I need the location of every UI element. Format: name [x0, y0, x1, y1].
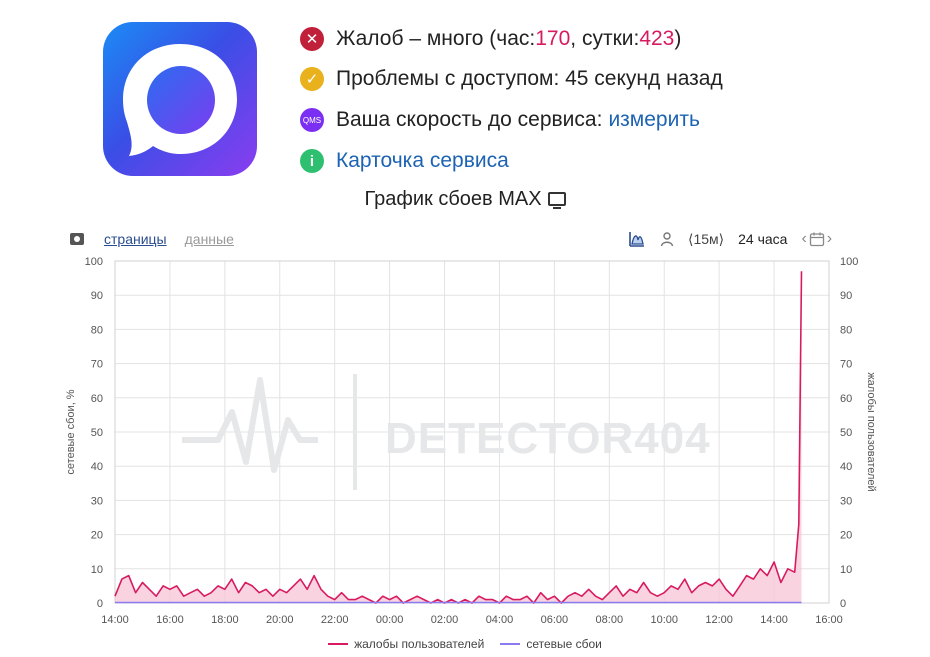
camera-icon[interactable] — [70, 233, 84, 245]
y-tick-label-right: 90 — [840, 290, 852, 302]
graph-title-text: График сбоев MAX — [364, 188, 542, 210]
complaints-prefix: Жалоб – много (час: — [336, 27, 536, 50]
tab-pages[interactable]: страницы — [104, 231, 167, 247]
legend-network-swatch — [500, 643, 521, 645]
watermark-text: DETECTOR404 — [385, 414, 711, 463]
y-tick-label-left: 100 — [85, 256, 103, 268]
x-tick-label: 14:00 — [101, 614, 129, 626]
x-tick-label: 04:00 — [486, 614, 514, 626]
info-circle-icon: i — [300, 149, 324, 173]
complaints-day-value: 423 — [639, 27, 675, 50]
area-chart-icon[interactable] — [628, 230, 646, 248]
app-logo — [103, 22, 257, 176]
y-tick-label-left: 0 — [97, 598, 103, 610]
close-circle-icon: ✕ — [300, 27, 324, 51]
speed-label: Ваша скорость до сервиса: — [336, 108, 603, 131]
x-tick-label: 10:00 — [650, 614, 678, 626]
y-axis-right-label: жалобы пользователей — [865, 372, 877, 491]
service-card-link[interactable]: Карточка сервиса — [336, 149, 509, 172]
y-tick-label-left: 90 — [91, 290, 103, 302]
y-tick-label-left: 30 — [91, 495, 103, 507]
y-tick-label-left: 40 — [91, 461, 103, 473]
x-tick-label: 16:00 — [156, 614, 184, 626]
tab-data[interactable]: данные — [184, 231, 234, 247]
monitor-icon[interactable] — [547, 192, 566, 209]
chart-axes: 0 0 10 10 20 20 30 30 40 40 50 50 60 60 70 70 80 80 90 90 10… — [85, 256, 859, 626]
check-circle-icon: ✓ — [300, 67, 324, 91]
legend-network-label: сетевые сбои — [526, 637, 602, 651]
y-tick-label-right: 30 — [840, 495, 852, 507]
chart-toolbar-right: ⟨15м⟩ 24 часа ‹ › — [628, 230, 832, 248]
measure-speed-link[interactable]: измерить — [608, 108, 700, 131]
complaints-suffix: ) — [674, 27, 682, 50]
complaints-line — [114, 271, 803, 604]
calendar-icon[interactable] — [809, 231, 825, 247]
access-status: ✓ Проблемы с доступом: 45 секунд назад — [300, 62, 723, 96]
y-tick-label-right: 10 — [840, 564, 852, 576]
interval-15m-button[interactable]: ⟨15м⟩ — [688, 230, 725, 247]
complaints-hour-value: 170 — [535, 27, 571, 50]
x-tick-label: 20:00 — [266, 614, 294, 626]
chart-legend: жалобы пользователей сетевые сбои — [0, 637, 930, 651]
y-tick-label-right: 60 — [840, 393, 852, 405]
graph-title: График сбоев MAX — [0, 188, 930, 211]
y-tick-label-left: 10 — [91, 564, 103, 576]
y-tick-label-left: 70 — [91, 359, 103, 371]
y-tick-label-left: 60 — [91, 393, 103, 405]
user-icon[interactable] — [660, 231, 674, 247]
y-tick-label-right: 50 — [840, 427, 852, 439]
service-card-row: i Карточка сервиса — [300, 144, 509, 178]
x-tick-label: 18:00 — [211, 614, 239, 626]
speed-status: QMS Ваша скорость до сервиса: измерить — [300, 103, 700, 137]
x-tick-label: 14:00 — [760, 614, 788, 626]
x-tick-label: 16:00 — [815, 614, 843, 626]
chart-toolbar-left: страницы данные — [70, 231, 234, 247]
y-tick-label-left: 80 — [91, 324, 103, 336]
chevron-left-icon[interactable]: ‹ — [801, 230, 807, 247]
x-tick-label: 00:00 — [376, 614, 404, 626]
x-tick-label: 02:00 — [431, 614, 459, 626]
x-tick-label: 06:00 — [541, 614, 569, 626]
watermark: DETECTOR404 — [182, 374, 711, 490]
qms-badge-icon: QMS — [300, 108, 324, 132]
chevron-right-icon[interactable]: › — [826, 230, 833, 247]
y-tick-label-left: 50 — [91, 427, 103, 439]
x-tick-label: 08:00 — [596, 614, 624, 626]
y-tick-label-right: 0 — [840, 598, 846, 610]
y-tick-label-right: 40 — [840, 461, 852, 473]
y-tick-label-right: 70 — [840, 359, 852, 371]
max-logo-icon — [123, 44, 237, 156]
y-axis-left-label: сетевые сбои, % — [65, 389, 77, 474]
legend-complaints-label: жалобы пользователей — [354, 637, 485, 651]
legend-complaints[interactable]: жалобы пользователей — [328, 637, 484, 651]
period-24h-button[interactable]: 24 часа — [738, 231, 788, 247]
y-tick-label-right: 80 — [840, 324, 852, 336]
y-tick-label-right: 100 — [840, 256, 858, 268]
legend-complaints-swatch — [328, 643, 349, 645]
complaints-mid: , сутки: — [570, 27, 640, 50]
access-text: Проблемы с доступом: 45 секунд назад — [336, 67, 723, 90]
x-tick-label: 12:00 — [705, 614, 733, 626]
x-tick-label: 22:00 — [321, 614, 349, 626]
legend-network[interactable]: сетевые сбои — [500, 637, 602, 651]
chart-series — [114, 271, 803, 604]
y-tick-label-right: 20 — [840, 530, 852, 542]
y-tick-label-left: 20 — [91, 530, 103, 542]
complaints-status: ✕ Жалоб – много (час: 170, сутки: 423) — [300, 22, 681, 56]
